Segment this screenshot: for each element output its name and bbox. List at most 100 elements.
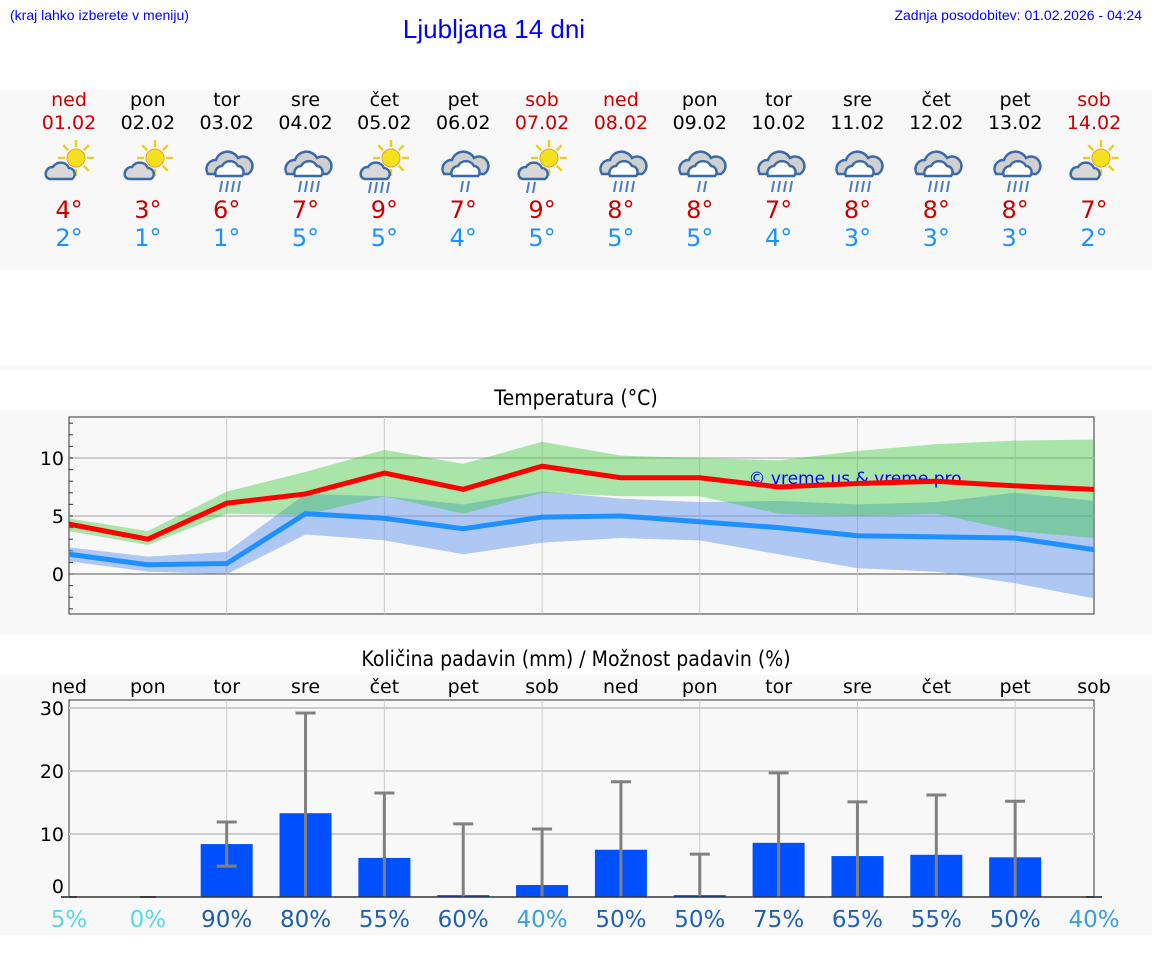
probability-label: 80% (280, 907, 331, 933)
max-temperature: 8° (922, 196, 950, 224)
min-temperature: 5° (686, 224, 714, 252)
min-temperature: 2° (1080, 224, 1108, 252)
day-name: čet (921, 89, 952, 111)
min-temperature-line (68, 511, 1095, 568)
min-temperature: 1° (213, 224, 241, 252)
rain-heavy-icon (204, 150, 254, 193)
temperature-chart-title: Temperatura (°C) (494, 386, 658, 410)
y-tick-label: 10 (40, 824, 64, 846)
day-column: sob 14.02 7° 2° (1054, 88, 1134, 252)
day-name: pon (681, 89, 718, 111)
day-column: sob 07.02 9° 5° (502, 88, 582, 252)
probability-label: 40% (1068, 907, 1119, 933)
day-date: 09.02 (672, 112, 727, 134)
page-title: Ljubljana 14 dni (402, 14, 586, 44)
rain-light-icon (678, 150, 727, 193)
partly-cloudy-icon (123, 140, 173, 181)
sun-cloud-rain-light-icon (517, 140, 568, 194)
probability-label: 50% (674, 907, 725, 933)
day-label: ned (603, 676, 639, 698)
day-label: sob (525, 676, 559, 698)
day-date: 14.02 (1066, 112, 1122, 134)
probability-label: 75% (753, 907, 804, 933)
min-temperature: 4° (449, 224, 477, 252)
max-temperature: 8° (843, 196, 872, 224)
divider (0, 365, 1152, 370)
y-tick-label: 10 (40, 448, 64, 470)
day-label: ned (51, 676, 87, 698)
probability-label: 40% (517, 907, 568, 933)
max-temperature-line (68, 463, 1095, 542)
rain-heavy-icon (993, 150, 1042, 193)
rain-heavy-icon (283, 150, 333, 193)
max-temperature: 9° (528, 196, 556, 224)
day-label: čet (922, 676, 952, 698)
min-temperature-band (69, 491, 1094, 599)
day-date: 08.02 (593, 112, 649, 134)
day-date: 04.02 (278, 112, 333, 134)
max-temperature: 8° (1001, 196, 1029, 224)
day-column: sre 11.02 8° 3° (817, 88, 897, 252)
day-column: pon 02.02 3° 1° (108, 88, 188, 252)
min-temperature: 5° (528, 224, 556, 252)
probability-label: 5% (51, 907, 88, 933)
probability-label: 55% (911, 907, 962, 933)
sun-cloud-rain-heavy-icon (359, 140, 410, 194)
min-temperature: 3° (843, 224, 872, 252)
day-label: pet (448, 676, 479, 698)
day-column: pet 13.02 8° 3° (975, 88, 1055, 252)
y-tick-label: 0 (52, 876, 64, 898)
day-label: sob (1077, 676, 1111, 698)
probability-label: 65% (832, 907, 883, 933)
max-temperature: 7° (291, 196, 320, 224)
day-name: ned (51, 89, 87, 111)
max-temperature-band (69, 439, 1094, 545)
day-name: tor (765, 89, 793, 111)
y-tick-label: 0 (52, 564, 64, 586)
day-date: 02.02 (120, 112, 176, 134)
min-temperature: 5° (370, 224, 399, 252)
rain-heavy-icon (756, 150, 806, 193)
day-label: pon (130, 676, 166, 698)
day-name: sre (291, 89, 321, 111)
day-date: 07.02 (514, 112, 570, 134)
day-name: pon (129, 89, 166, 111)
day-column: tor 03.02 6° 1° (187, 88, 267, 252)
max-temperature: 8° (686, 196, 714, 224)
day-name: sob (1077, 89, 1111, 111)
day-label: sre (843, 676, 872, 698)
day-column: pet 06.02 7° 4° (423, 88, 503, 252)
rain-heavy-icon (599, 150, 648, 193)
y-tick-label: 30 (40, 698, 64, 720)
min-temperature: 3° (1001, 224, 1029, 252)
probability-label: 50% (990, 907, 1041, 933)
day-column: sre 04.02 7° 5° (266, 88, 346, 252)
y-tick-label: 20 (40, 761, 64, 783)
probability-label: 0% (130, 907, 167, 933)
day-label: čet (370, 676, 400, 698)
rain-light-icon (441, 150, 490, 193)
probability-label: 90% (201, 907, 252, 933)
max-temperature: 4° (55, 196, 83, 224)
day-name: tor (213, 89, 241, 111)
day-column: pon 09.02 8° 5° (660, 88, 740, 252)
probability-label: 50% (595, 907, 646, 933)
day-name: pet (447, 89, 479, 111)
day-label: tor (765, 676, 792, 698)
max-temperature: 8° (607, 196, 635, 224)
probability-label: 60% (438, 907, 489, 933)
max-temperature: 7° (1080, 196, 1108, 224)
max-temperature: 9° (370, 196, 399, 224)
day-label: pet (1000, 676, 1031, 698)
day-column: ned 01.02 4° 2° (29, 88, 109, 252)
max-temperature: 7° (449, 196, 477, 224)
min-temperature: 5° (607, 224, 635, 252)
day-date: 13.02 (987, 112, 1043, 134)
max-temperature: 7° (764, 196, 793, 224)
min-temperature: 4° (764, 224, 793, 252)
day-date: 06.02 (436, 112, 491, 134)
min-temperature: 3° (922, 224, 950, 252)
day-name: čet (369, 89, 400, 111)
day-date: 01.02 (41, 112, 97, 134)
